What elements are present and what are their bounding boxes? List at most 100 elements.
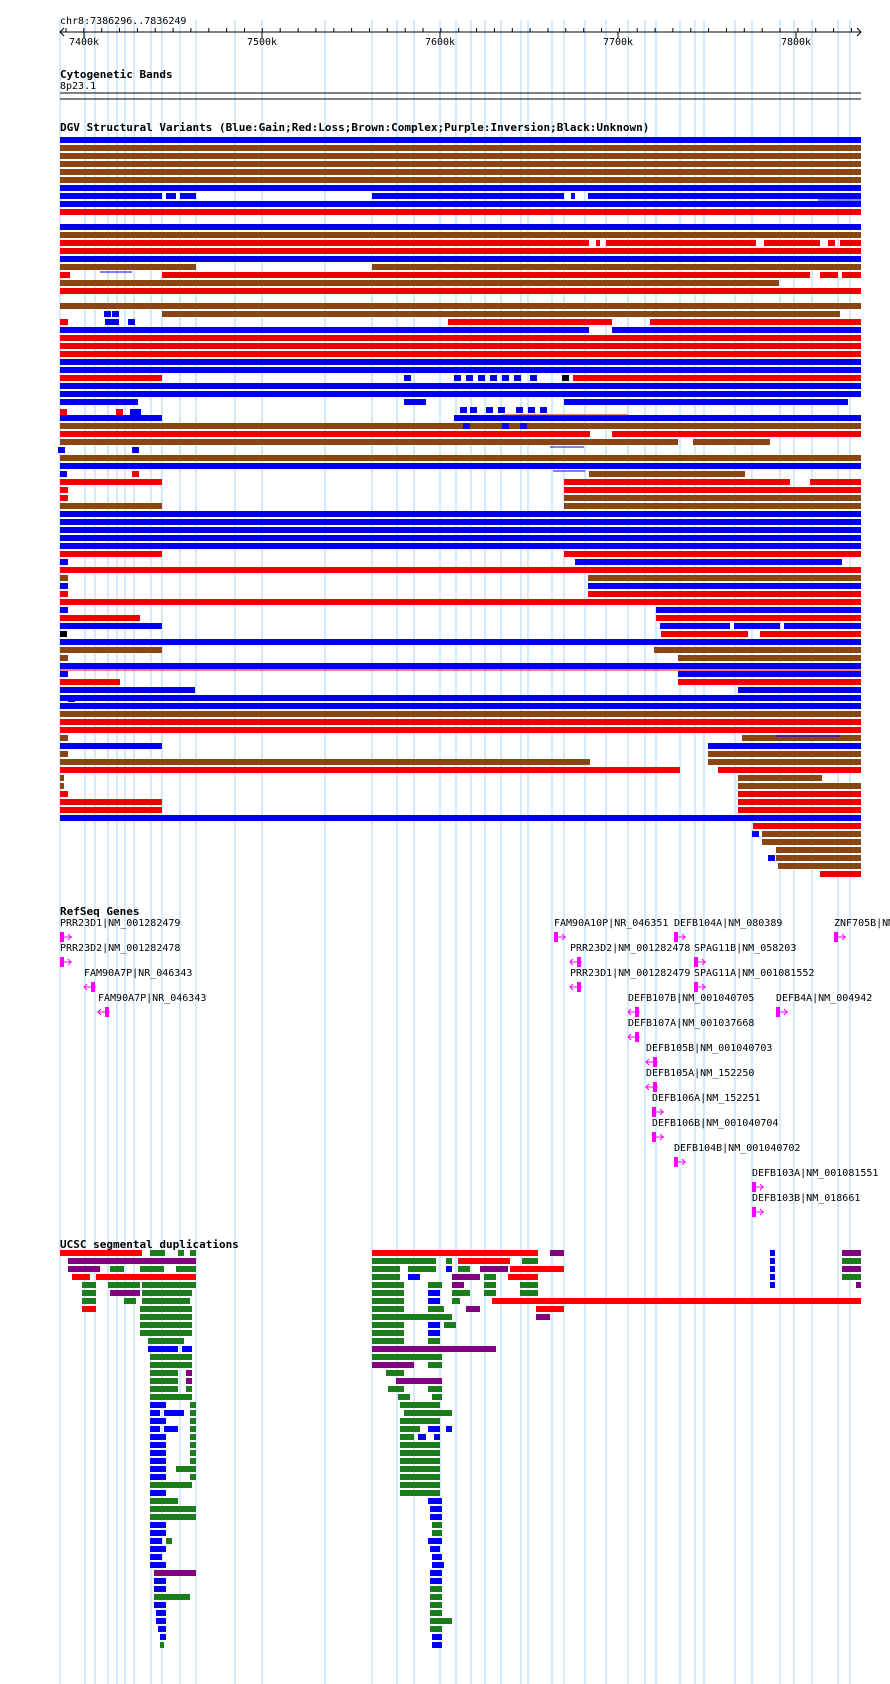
- scroll-right-icon[interactable]: [856, 27, 862, 37]
- structural-variant-small[interactable]: [470, 407, 477, 413]
- structural-variant-small[interactable]: [60, 409, 67, 415]
- structural-variant[interactable]: [60, 256, 861, 262]
- segmental-duplication[interactable]: [142, 1290, 192, 1296]
- structural-variant-small[interactable]: [502, 423, 509, 429]
- structural-variant-small[interactable]: [68, 696, 75, 702]
- segmental-duplication[interactable]: [150, 1562, 166, 1568]
- structural-variant-small[interactable]: [514, 375, 521, 381]
- structural-variant[interactable]: [596, 240, 600, 246]
- structural-variant[interactable]: [60, 711, 861, 717]
- structural-variant[interactable]: [448, 319, 612, 325]
- segmental-duplication[interactable]: [400, 1426, 420, 1432]
- dgv-features[interactable]: [58, 137, 861, 877]
- segmental-duplication[interactable]: [842, 1274, 861, 1280]
- segmental-duplication[interactable]: [190, 1250, 196, 1256]
- segmental-duplication[interactable]: [430, 1570, 442, 1576]
- segmental-duplication[interactable]: [396, 1378, 442, 1384]
- structural-variant[interactable]: [60, 351, 861, 357]
- segmental-duplication[interactable]: [408, 1266, 436, 1272]
- structural-variant-small[interactable]: [498, 407, 505, 413]
- structural-variant[interactable]: [588, 193, 861, 199]
- structural-variant[interactable]: [60, 679, 120, 685]
- structural-variant[interactable]: [404, 399, 426, 405]
- segmental-duplication[interactable]: [428, 1362, 442, 1368]
- structural-variant[interactable]: [738, 807, 861, 813]
- structural-variant-small[interactable]: [116, 409, 123, 415]
- structural-variant[interactable]: [842, 272, 861, 278]
- structural-variant[interactable]: [588, 575, 861, 581]
- structural-variant-small[interactable]: [130, 409, 137, 415]
- segmental-duplication[interactable]: [150, 1386, 178, 1392]
- structural-variant[interactable]: [60, 209, 861, 215]
- structural-variant[interactable]: [60, 639, 861, 645]
- segmental-duplication[interactable]: [428, 1386, 442, 1392]
- segmental-duplication[interactable]: [150, 1474, 166, 1480]
- segmental-duplication[interactable]: [150, 1362, 192, 1368]
- structural-variant[interactable]: [60, 137, 861, 143]
- structural-variant[interactable]: [60, 583, 68, 589]
- structural-variant[interactable]: [589, 471, 745, 477]
- segmental-duplication[interactable]: [96, 1274, 196, 1280]
- segmental-duplication[interactable]: [176, 1466, 196, 1472]
- segmental-duplication[interactable]: [158, 1626, 166, 1632]
- segmental-duplication[interactable]: [190, 1450, 196, 1456]
- structural-variant[interactable]: [60, 727, 861, 733]
- segmental-duplication[interactable]: [150, 1538, 162, 1544]
- segmental-duplication[interactable]: [140, 1306, 192, 1312]
- structural-variant[interactable]: [60, 519, 861, 525]
- segmental-duplication[interactable]: [160, 1634, 166, 1640]
- structural-variant[interactable]: [810, 479, 861, 485]
- structural-variant[interactable]: [60, 535, 861, 541]
- structural-variant[interactable]: [760, 631, 861, 637]
- segmental-duplication[interactable]: [164, 1410, 184, 1416]
- structural-variant[interactable]: [60, 185, 861, 191]
- segmental-duplication[interactable]: [150, 1370, 178, 1376]
- structural-variant[interactable]: [60, 663, 861, 669]
- segmental-duplication[interactable]: [522, 1258, 538, 1264]
- structural-variant[interactable]: [60, 615, 140, 621]
- segmental-duplication[interactable]: [156, 1618, 166, 1624]
- segmental-duplication[interactable]: [536, 1314, 550, 1320]
- structural-variant[interactable]: [612, 327, 861, 333]
- segmental-duplication[interactable]: [400, 1474, 440, 1480]
- segmental-duplication[interactable]: [156, 1610, 166, 1616]
- structural-variant[interactable]: [60, 671, 68, 677]
- segmental-duplication[interactable]: [150, 1418, 166, 1424]
- segmental-duplication[interactable]: [154, 1602, 166, 1608]
- structural-variant[interactable]: [60, 335, 861, 341]
- segmental-duplication[interactable]: [82, 1298, 96, 1304]
- structural-variant[interactable]: [654, 647, 861, 653]
- structural-variant[interactable]: [718, 767, 861, 773]
- structural-variant-small[interactable]: [60, 631, 67, 637]
- segmental-duplication[interactable]: [432, 1634, 442, 1640]
- structural-variant[interactable]: [708, 751, 861, 757]
- segmental-duplication[interactable]: [150, 1546, 166, 1552]
- structural-variant[interactable]: [60, 575, 68, 581]
- segmental-duplication[interactable]: [428, 1498, 442, 1504]
- structural-variant[interactable]: [60, 264, 196, 270]
- structural-variant[interactable]: [840, 240, 861, 246]
- gene-exon[interactable]: [694, 982, 698, 992]
- structural-variant[interactable]: [564, 399, 848, 405]
- segmental-duplication[interactable]: [432, 1562, 444, 1568]
- structural-variant[interactable]: [588, 591, 861, 597]
- segmental-duplication[interactable]: [430, 1602, 442, 1608]
- segmental-duplication[interactable]: [484, 1274, 496, 1280]
- segmental-duplication[interactable]: [452, 1290, 470, 1296]
- segmental-duplication[interactable]: [60, 1250, 142, 1256]
- segmental-duplication[interactable]: [432, 1394, 442, 1400]
- segmental-duplication[interactable]: [408, 1274, 420, 1280]
- segmental-duplication[interactable]: [372, 1346, 496, 1352]
- segmental-duplication[interactable]: [466, 1306, 480, 1312]
- structural-variant[interactable]: [162, 272, 810, 278]
- structural-variant[interactable]: [784, 623, 861, 629]
- segmental-duplication[interactable]: [154, 1586, 166, 1592]
- segmental-duplication[interactable]: [142, 1298, 190, 1304]
- structural-variant[interactable]: [820, 871, 861, 877]
- gene-exon[interactable]: [60, 957, 64, 967]
- segdup-track[interactable]: UCSC segmental duplications: [60, 1238, 861, 1648]
- segmental-duplication[interactable]: [182, 1346, 192, 1352]
- segmental-duplication[interactable]: [428, 1282, 442, 1288]
- segmental-duplication[interactable]: [154, 1594, 190, 1600]
- segmental-duplication[interactable]: [372, 1250, 538, 1256]
